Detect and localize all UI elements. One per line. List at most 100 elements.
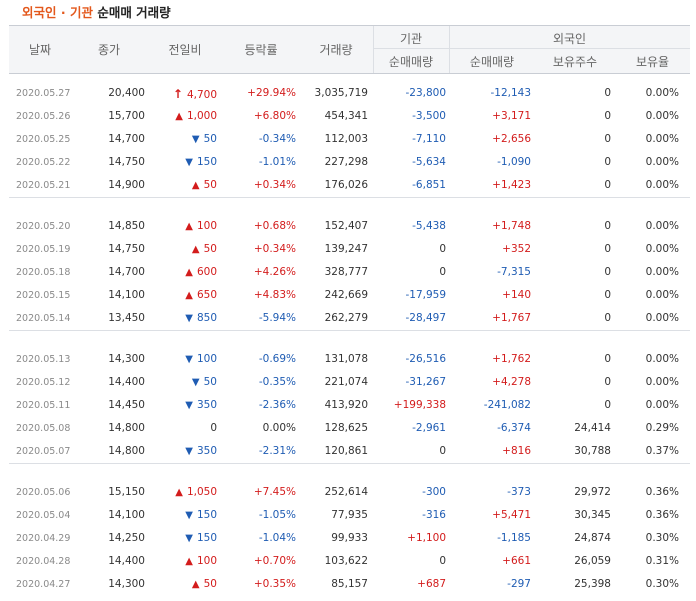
down-triangle-icon: ▼ [185,510,193,521]
row-close: 14,300 [108,353,145,365]
table-row: 2020.05.15 14,100 ▲ 650 +4.83% 242,669 -17,959… [9,285,690,308]
row-close: 14,100 [108,289,145,301]
row-volume: 242,669 [324,289,368,301]
row-rate: +0.68% [253,220,296,232]
row-institution-net: -316 [422,509,446,521]
row-change-value: 350 [196,399,217,411]
row-date: 2020.05.07 [16,446,71,457]
up-triangle-icon: ▲ [185,556,193,567]
row-foreign-shares: 0 [604,376,611,388]
header-change: 전일비 [168,43,202,57]
row-foreign-shares: 29,972 [574,486,611,498]
header-foreign-shares: 보유주수 [552,55,598,69]
row-date: 2020.05.21 [16,180,71,191]
row-volume: 112,003 [324,133,368,145]
group-divider [9,463,690,464]
row-volume: 139,247 [324,243,368,255]
row-institution-net: -5,438 [412,220,446,232]
up-triangle-icon: ▲ [191,579,200,590]
row-foreign-ratio: 0.00% [645,156,679,168]
row-date: 2020.05.19 [16,244,71,255]
row-foreign-ratio: 0.00% [645,312,679,324]
row-foreign-net: -12,143 [490,87,531,99]
row-change-value: 150 [196,532,217,544]
row-volume: 77,935 [331,509,368,521]
row-change-value: 150 [196,156,217,168]
row-volume: 103,622 [324,555,368,567]
row-foreign-ratio: 0.00% [645,133,679,145]
row-foreign-ratio: 0.30% [645,578,679,590]
row-institution-net: -5,634 [412,156,446,168]
row-change: ▲ 650 [185,289,217,301]
row-institution-net: -300 [422,486,446,498]
row-rate: +4.83% [253,289,296,301]
row-close: 14,900 [108,179,145,191]
row-close: 14,400 [108,555,145,567]
up-triangle-icon: ▲ [191,244,200,255]
row-volume: 85,157 [331,578,368,590]
row-rate: -0.35% [258,376,296,388]
row-date: 2020.05.04 [16,510,71,521]
row-change-value: 50 [203,133,217,145]
row-volume: 128,625 [324,422,368,434]
row-foreign-shares: 26,059 [574,555,611,567]
row-foreign-net: -1,185 [497,532,531,544]
row-rate: +0.34% [253,243,296,255]
row-foreign-ratio: 0.29% [645,422,679,434]
row-change: ▼ 850 [185,312,217,324]
row-change: ▼ 150 [185,156,217,168]
section-title: 외국인 · 기관 순매매 거래량 [22,2,171,22]
row-rate: -1.01% [258,156,296,168]
down-triangle-icon: ▼ [185,533,193,544]
row-change-value: 350 [196,445,217,457]
row-institution-net: -31,267 [405,376,446,388]
down-triangle-icon: ▼ [185,313,193,324]
row-institution-net: -3,500 [412,110,446,122]
row-rate: -0.69% [258,353,296,365]
row-rate: 0.00% [262,422,296,434]
row-foreign-ratio: 0.00% [645,353,679,365]
row-close: 14,750 [108,156,145,168]
table-row: 2020.05.18 14,700 ▲ 600 +4.26% 328,777 0 -7,315… [9,262,690,285]
row-volume: 328,777 [324,266,368,278]
row-institution-net: -7,110 [412,133,446,145]
row-volume: 152,407 [324,220,368,232]
row-foreign-net: +1,767 [492,312,531,324]
up-triangle-icon: ▲ [175,487,183,498]
row-volume: 227,298 [324,156,368,168]
row-institution-net: +1,100 [407,532,446,544]
row-change: ▼ 350 [185,399,217,411]
down-triangle-icon: ▼ [191,134,200,145]
title-suffix: 순매매 거래량 [97,5,171,20]
table-row: 2020.05.27 20,400 ↑ 4,700 +29.94% 3,035,719 -2… [9,83,690,106]
row-foreign-shares: 25,398 [574,578,611,590]
row-foreign-net: +816 [502,445,531,457]
row-foreign-ratio: 0.00% [645,179,679,191]
row-close: 14,700 [108,133,145,145]
row-foreign-net: +352 [502,243,531,255]
row-foreign-ratio: 0.30% [645,532,679,544]
table-row: 2020.05.12 14,400 ▼ 50 -0.35% 221,074 -31,267 +… [9,372,690,395]
up-triangle-icon: ▲ [185,267,193,278]
row-change-value: 50 [203,578,217,590]
row-rate: -2.36% [258,399,296,411]
row-rate: +4.26% [253,266,296,278]
row-foreign-net: -6,374 [497,422,531,434]
header-date: 날짜 [28,43,52,57]
row-rate: +29.94% [247,87,296,99]
table-row: 2020.04.28 14,400 ▲ 100 +0.70% 103,622 0 +661 26… [9,551,690,574]
row-foreign-net: -1,090 [497,156,531,168]
row-close: 15,700 [108,110,145,122]
row-institution-net: -23,800 [405,87,446,99]
row-change: ▲ 50 [192,179,217,191]
row-institution-net: 0 [439,266,446,278]
row-change-value: 4,700 [186,89,217,101]
row-foreign-shares: 24,414 [574,422,611,434]
row-foreign-ratio: 0.00% [645,87,679,99]
row-foreign-shares: 30,788 [574,445,611,457]
row-foreign-shares: 0 [604,243,611,255]
row-foreign-shares: 30,345 [574,509,611,521]
down-triangle-icon: ▼ [185,157,193,168]
row-change: ▼ 50 [192,133,217,145]
table-row: 2020.05.04 14,100 ▼ 150 -1.05% 77,935 -316 +5,4… [9,505,690,528]
